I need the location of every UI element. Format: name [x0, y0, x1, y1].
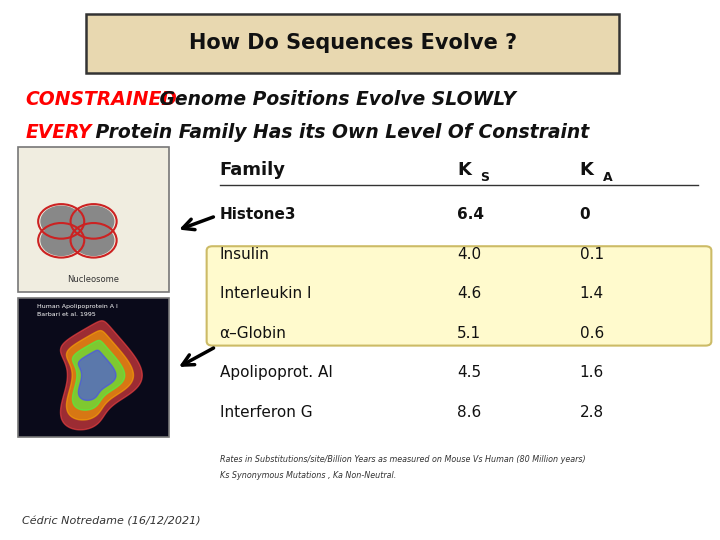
Text: EVERY: EVERY: [25, 123, 91, 142]
FancyBboxPatch shape: [18, 298, 169, 437]
Text: CONSTRAINED: CONSTRAINED: [25, 90, 177, 110]
Text: Cédric Notredame (16/12/2021): Cédric Notredame (16/12/2021): [22, 516, 200, 526]
Text: 4.0: 4.0: [457, 247, 482, 262]
Text: S: S: [480, 171, 490, 184]
Polygon shape: [66, 330, 133, 420]
Text: Barbari et al. 1995: Barbari et al. 1995: [37, 312, 96, 318]
Text: Apolipoprot. AI: Apolipoprot. AI: [220, 365, 333, 380]
Circle shape: [73, 225, 114, 255]
Text: 0.6: 0.6: [580, 326, 604, 341]
Text: 0: 0: [580, 207, 590, 222]
Text: Histone3: Histone3: [220, 207, 296, 222]
FancyBboxPatch shape: [86, 14, 619, 73]
Text: Insulin: Insulin: [220, 247, 269, 262]
Text: Family: Family: [220, 161, 286, 179]
Text: 2.8: 2.8: [580, 404, 604, 420]
Polygon shape: [78, 350, 116, 400]
Text: Interleukin I: Interleukin I: [220, 286, 311, 301]
Text: 1.6: 1.6: [580, 365, 604, 380]
Text: K: K: [457, 161, 471, 179]
FancyBboxPatch shape: [18, 147, 169, 292]
Text: 4.5: 4.5: [457, 365, 482, 380]
Text: 4.6: 4.6: [457, 286, 482, 301]
Text: Protein Family Has its Own Level Of Constraint: Protein Family Has its Own Level Of Cons…: [89, 123, 589, 142]
Polygon shape: [73, 340, 125, 410]
Text: Genome Positions Evolve SLOWLY: Genome Positions Evolve SLOWLY: [153, 90, 516, 110]
Text: Nucleosome: Nucleosome: [68, 275, 120, 284]
Circle shape: [41, 225, 81, 255]
Text: 8.6: 8.6: [457, 404, 482, 420]
Text: 5.1: 5.1: [457, 326, 482, 341]
Text: K: K: [580, 161, 593, 179]
Text: α–Globin: α–Globin: [220, 326, 287, 341]
Text: 6.4: 6.4: [457, 207, 484, 222]
Text: 1.4: 1.4: [580, 286, 604, 301]
Text: 0.1: 0.1: [580, 247, 604, 262]
Text: Rates in Substitutions/site/Billion Years as measured on Mouse Vs Human (80 Mill: Rates in Substitutions/site/Billion Year…: [220, 455, 585, 464]
Text: Interferon G: Interferon G: [220, 404, 312, 420]
Text: How Do Sequences Evolve ?: How Do Sequences Evolve ?: [189, 32, 517, 53]
Text: A: A: [603, 171, 612, 184]
Polygon shape: [60, 321, 143, 430]
FancyBboxPatch shape: [207, 246, 711, 346]
Circle shape: [73, 206, 114, 237]
Text: Ks Synonymous Mutations , Ka Non-Neutral.: Ks Synonymous Mutations , Ka Non-Neutral…: [220, 471, 396, 480]
Circle shape: [41, 206, 81, 237]
Text: Human Apolipoprotein A I: Human Apolipoprotein A I: [37, 304, 118, 309]
